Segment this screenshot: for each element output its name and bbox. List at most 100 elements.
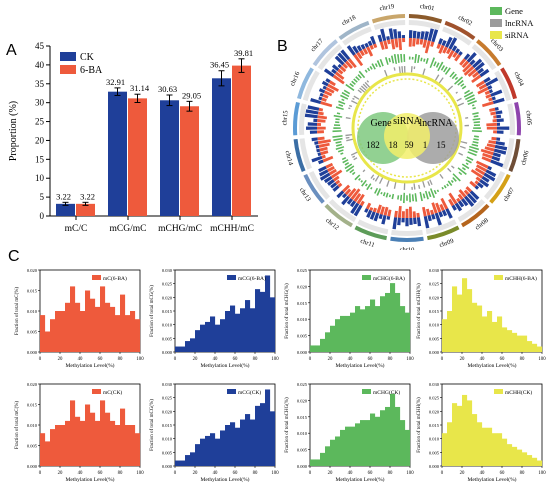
chromosome-track bbox=[391, 229, 423, 236]
methylation-bar bbox=[455, 48, 461, 54]
histogram-bar bbox=[110, 306, 116, 352]
histogram-bar bbox=[527, 455, 533, 466]
methylation-bar bbox=[487, 165, 493, 171]
x-axis-label: Methylation Level(%) bbox=[65, 362, 114, 369]
methylation-bar bbox=[493, 115, 497, 119]
histogram-bar bbox=[320, 452, 326, 466]
gene-track-bar bbox=[358, 177, 361, 181]
methylation-bar bbox=[487, 85, 493, 90]
methylation-bar bbox=[360, 43, 366, 50]
histogram-mCHG(6-BA): 0.000 0.005 0.010 0.015 0.020 0.025 0 20 40 60 80 1… bbox=[285, 268, 414, 369]
histogram-bar bbox=[365, 420, 371, 466]
gene-track-bar bbox=[422, 193, 426, 199]
methylation-bar bbox=[431, 202, 438, 214]
histogram-bar bbox=[395, 292, 401, 352]
gene-track-bar bbox=[436, 189, 440, 193]
y-tick-label: 35 bbox=[35, 79, 45, 89]
methylation-bar bbox=[496, 122, 501, 126]
gene-track-bar bbox=[353, 78, 358, 83]
histogram-bar bbox=[472, 414, 478, 466]
venn-sirna bbox=[384, 113, 430, 159]
histogram-bar bbox=[225, 425, 231, 466]
histogram-bar bbox=[512, 446, 518, 466]
methylation-bar bbox=[380, 28, 387, 42]
venn-count: 1 bbox=[423, 140, 428, 150]
lncrna-track-bar bbox=[413, 183, 416, 190]
methylation-bar bbox=[465, 186, 472, 193]
bar bbox=[108, 91, 127, 216]
gene-track-bar bbox=[461, 166, 466, 171]
x-tick-label: 100 bbox=[538, 357, 546, 362]
methylation-bar bbox=[480, 148, 494, 156]
methylation-bar bbox=[483, 172, 496, 182]
lncrna-track-bar bbox=[411, 186, 413, 190]
methylation-bar bbox=[337, 68, 344, 75]
methylation-bar bbox=[470, 169, 484, 179]
methylation-bar bbox=[335, 179, 341, 185]
gene-track-bar bbox=[467, 100, 477, 106]
legend-label: mCHG(CK) bbox=[373, 389, 400, 396]
data-label: 29.05 bbox=[182, 90, 201, 100]
lncrna-track-bar bbox=[413, 66, 416, 70]
lncrna-track-bar bbox=[372, 177, 375, 181]
gene-track-bar bbox=[345, 83, 355, 91]
y-tick-label: 0.015 bbox=[297, 415, 308, 420]
lncrna-track-bar bbox=[464, 124, 469, 127]
methylation-bar bbox=[331, 68, 337, 75]
methylation-bar bbox=[475, 160, 489, 169]
gene-track-bar bbox=[403, 54, 406, 62]
histogram-bar bbox=[100, 286, 106, 352]
gene-track-bar bbox=[336, 143, 343, 147]
chromosome-track bbox=[507, 103, 515, 136]
gene-track-bar bbox=[354, 174, 361, 181]
histogram-bar bbox=[502, 327, 508, 352]
chromosome-band bbox=[514, 101, 521, 136]
gene-track-bar bbox=[385, 192, 389, 198]
chromosome-track bbox=[317, 43, 343, 71]
methylation-bar bbox=[325, 87, 335, 94]
x-tick-label: 100 bbox=[271, 357, 279, 362]
chromosome-band bbox=[354, 225, 387, 241]
histogram-bar bbox=[95, 306, 101, 352]
y-tick-label: 0.000 bbox=[297, 350, 308, 355]
histogram-bar bbox=[385, 292, 391, 352]
methylation-bar bbox=[306, 126, 318, 130]
chromosome-band bbox=[489, 173, 511, 204]
y-tick-label: 0.005 bbox=[27, 444, 38, 449]
chromosome-track bbox=[299, 103, 307, 136]
methylation-bar bbox=[379, 206, 385, 215]
histogram-mC(CK): 0.000 0.005 0.010 0.015 0.020 0 20 40 60 80 100 Met… bbox=[15, 382, 144, 483]
methylation-bar bbox=[330, 169, 343, 179]
gene-track-bar bbox=[367, 67, 371, 72]
chromosome-label: chr09 bbox=[438, 238, 454, 249]
methylation-bar bbox=[317, 126, 326, 130]
methylation-bar bbox=[332, 185, 340, 192]
gene-track-bar bbox=[333, 127, 341, 129]
histogram-bar bbox=[442, 319, 448, 352]
methylation-bar bbox=[398, 38, 402, 51]
gene-track-bar bbox=[472, 140, 479, 144]
gene-track-bar bbox=[467, 151, 477, 157]
gene-track-bar bbox=[473, 138, 479, 141]
methylation-bar bbox=[394, 210, 398, 218]
histogram-bar bbox=[335, 319, 341, 352]
gene-track-bar bbox=[341, 91, 350, 98]
chromosome-band bbox=[338, 20, 370, 41]
histogram-bar bbox=[405, 312, 411, 352]
methylation-bar bbox=[481, 175, 490, 183]
x-axis-label: Methylation Level(%) bbox=[467, 362, 516, 369]
gene-track-bar bbox=[335, 146, 345, 151]
bar bbox=[128, 98, 147, 216]
y-tick-label: 0.005 bbox=[27, 330, 38, 335]
lncrna-track-bar bbox=[364, 81, 371, 89]
histogram-bar bbox=[320, 338, 326, 352]
histogram-bar bbox=[472, 302, 478, 352]
x-tick-label: 0 bbox=[309, 471, 312, 476]
histogram-bar bbox=[355, 306, 361, 352]
x-tick-label: 40 bbox=[213, 357, 218, 362]
venn-count: 59 bbox=[405, 140, 415, 150]
histogram-bar bbox=[85, 290, 91, 352]
y-tick-label: 0.030 bbox=[162, 382, 173, 387]
methylation-bar bbox=[334, 55, 345, 66]
lncrna-track-bar bbox=[459, 145, 466, 149]
